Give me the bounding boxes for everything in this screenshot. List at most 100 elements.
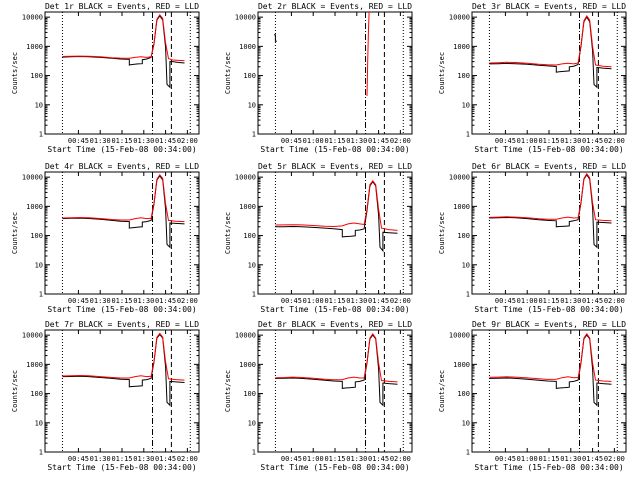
series-group [62,173,185,249]
y-tick-label: 100 [243,72,256,80]
plot-frame [257,329,413,453]
plot-frame [44,11,200,135]
y-tick-label: 10 [35,419,43,427]
x-tick-label: 01:45 [155,455,176,463]
y-axis-label: Counts/sec [438,370,446,412]
y-tick-label: 10000 [449,174,470,182]
y-tick-label: 10 [248,101,256,109]
panel: Det 1r BLACK = Events, RED = LLD 1 10 100 10… [11,2,200,154]
y-tick-label: 1 [39,131,43,139]
y-tick-label: 1 [466,131,470,139]
x-axis-label: Start Time (15-Feb-08 00:34:00) [47,305,196,314]
x-tick-label: 02:00 [177,297,198,305]
x-tick-label: 01:45 [155,297,176,305]
events-series-line [274,34,277,42]
lld-series-line [366,12,370,97]
x-tick-label: 02:00 [390,137,411,145]
x-axis-label: Start Time (15-Feb-08 00:34:00) [47,463,196,472]
y-tick-label: 1000 [26,43,43,51]
plot-frame [44,171,200,295]
y-tick-label: 1000 [239,361,256,369]
plot-frame [44,329,200,453]
y-tick-label: 1000 [239,203,256,211]
panel-title: Det 4r BLACK = Events, RED = LLD [45,162,199,171]
y-tick-label: 100 [457,390,470,398]
x-tick-label: 01:15 [111,297,132,305]
y-axis-label: Counts/sec [11,370,19,412]
x-tick-label: 01:15 [538,137,559,145]
y-tick-label: 10000 [22,14,43,22]
panel: Det 4r BLACK = Events, RED = LLD 1 10 100 10… [11,162,200,314]
x-tick-label: 01:00 [517,137,538,145]
x-tick-label: 02:00 [604,137,625,145]
x-axis-label: Start Time (15-Feb-08 00:34:00) [260,145,409,154]
y-tick-label: 10000 [449,332,470,340]
x-tick-label: 01:30 [90,297,111,305]
y-tick-label: 100 [30,232,43,240]
plot-frame [471,329,627,453]
x-tick-label: 01:00 [303,297,324,305]
x-tick-label: 01:00 [517,455,538,463]
x-axis-label: Start Time (15-Feb-08 00:34:00) [47,145,196,154]
x-tick-label: 00:45 [495,137,516,145]
x-tick-label: 01:45 [368,137,389,145]
x-tick-label: 01:30 [346,137,367,145]
x-tick-label: 01:30 [133,137,154,145]
x-tick-label: 01:30 [133,455,154,463]
y-tick-label: 10 [462,419,470,427]
series-group [489,333,612,407]
panel: Det 8r BLACK = Events, RED = LLD 1 10 100 10… [224,320,413,472]
x-tick-label: 01:15 [111,137,132,145]
y-axis-label: Counts/sec [224,212,232,254]
lld-series-line [489,333,612,382]
lld-series-line [62,173,185,223]
panel-title: Det 7r BLACK = Events, RED = LLD [45,320,199,329]
series-group [62,332,185,407]
x-tick-label: 01:30 [133,297,154,305]
x-tick-label: 02:00 [390,297,411,305]
x-tick-label: 00:45 [68,455,89,463]
x-axis-label: Start Time (15-Feb-08 00:34:00) [260,305,409,314]
y-tick-label: 10000 [449,14,470,22]
x-tick-label: 01:30 [90,455,111,463]
y-tick-label: 1000 [453,203,470,211]
x-tick-label: 01:00 [517,297,538,305]
y-tick-label: 1 [466,291,470,299]
series-group [275,179,398,253]
x-tick-label: 00:45 [68,137,89,145]
panel: Det 5r BLACK = Events, RED = LLD 1 10 100 10… [224,162,413,314]
lld-series-line [275,333,398,383]
events-series-line [489,173,612,249]
events-series-line [62,333,185,407]
y-axis-label: Counts/sec [438,212,446,254]
plot-frame [471,171,627,295]
x-tick-label: 00:45 [495,297,516,305]
y-axis-label: Counts/sec [11,52,19,94]
series-group [489,172,612,249]
y-tick-label: 100 [457,232,470,240]
x-tick-label: 01:30 [346,297,367,305]
x-tick-label: 02:00 [177,137,198,145]
y-axis-label: Counts/sec [224,370,232,412]
x-tick-label: 00:45 [281,137,302,145]
y-tick-label: 1000 [453,43,470,51]
y-tick-label: 100 [243,232,256,240]
x-tick-label: 01:00 [303,455,324,463]
panel-title: Det 6r BLACK = Events, RED = LLD [472,162,626,171]
y-axis-label: Counts/sec [11,212,19,254]
events-series-line [489,334,612,407]
y-tick-label: 10000 [235,332,256,340]
panel: Det 2r BLACK = Events, RED = LLD 1 10 100 10… [224,2,413,154]
plot-frame [257,11,413,135]
x-tick-label: 01:30 [560,137,581,145]
x-tick-label: 01:30 [560,297,581,305]
events-series-line [275,180,398,253]
y-tick-label: 10 [248,261,256,269]
y-tick-label: 1 [39,449,43,457]
events-series-line [275,334,398,407]
lld-series-line [62,13,185,62]
x-tick-label: 01:15 [538,455,559,463]
x-tick-label: 02:00 [604,455,625,463]
y-tick-label: 1 [39,291,43,299]
